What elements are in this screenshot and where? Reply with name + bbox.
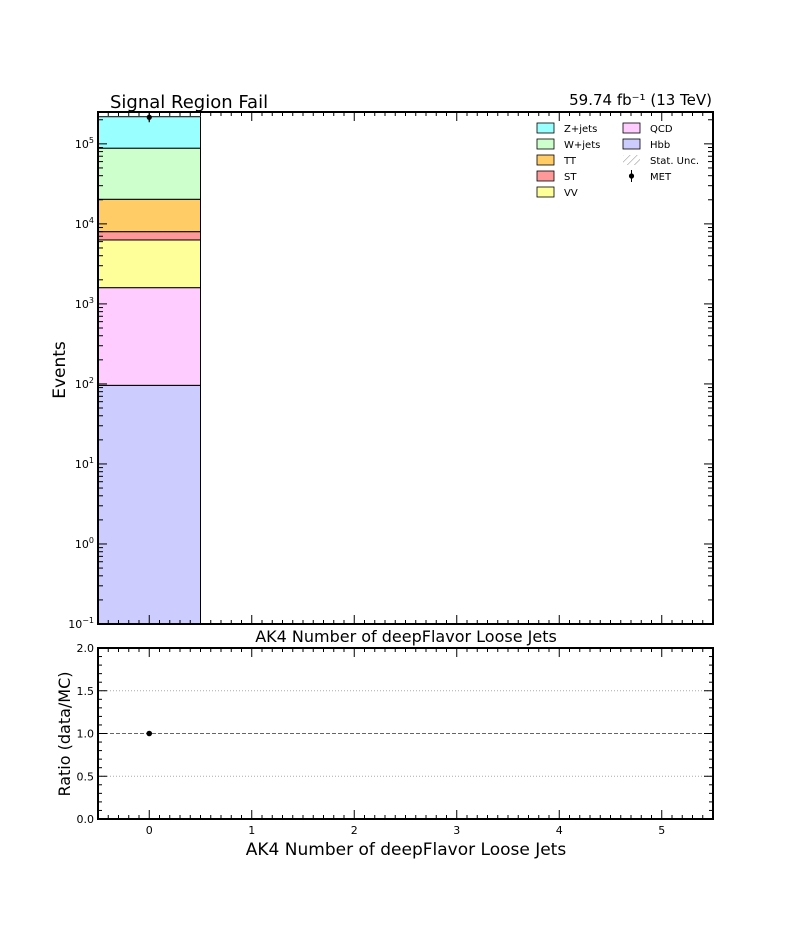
ratio-panel: 0.0 0.5 1.0 1.5 2.0 0 1 2 3 4 5 Ratio (data/MC) A… <box>55 642 714 860</box>
y-tick-label: 100 <box>75 536 94 551</box>
ratio-x-tick-label: 1 <box>248 824 255 837</box>
legend-entry-qcd: QCD <box>622 122 673 135</box>
y-tick-label: 104 <box>75 216 94 231</box>
y-tick-label: 10−1 <box>68 616 94 631</box>
legend-swatch <box>536 170 555 182</box>
legend-entry-hbb: Hbb <box>622 138 670 151</box>
legend-label: Z+jets <box>564 124 597 135</box>
bar-vv <box>98 239 201 289</box>
lumi-label: 59.74 fb⁻¹ (13 TeV) <box>569 91 712 109</box>
ratio-grid <box>98 690 713 777</box>
ratio-x-tick-label: 3 <box>453 824 460 837</box>
y-tick-label: 103 <box>75 296 94 311</box>
y-tick-label: 102 <box>75 376 94 391</box>
legend-entry-st: ST <box>536 170 577 183</box>
ratio-plot-frame <box>97 647 714 820</box>
ratio-x-tick-label: 5 <box>658 824 665 837</box>
y-tick-label: 101 <box>75 456 94 471</box>
main-y-axis-label: Events <box>50 341 70 399</box>
chart-title: Signal Region Fail <box>110 92 268 113</box>
legend-label: MET <box>650 172 672 183</box>
ratio-y-tick-label: 1.0 <box>77 728 95 741</box>
ratio-x-tick-label: 2 <box>351 824 358 837</box>
legend-label: Hbb <box>650 140 670 151</box>
y-tick-label: 105 <box>75 136 94 151</box>
main-plot-frame <box>97 111 714 625</box>
bar-qcd <box>98 287 201 386</box>
ratio-x-axis-label: AK4 Number of deepFlavor Loose Jets <box>246 840 567 860</box>
main-y-tick-labels: 10−1 100 101 102 103 104 105 <box>68 136 94 631</box>
legend-swatch <box>622 122 641 134</box>
legend-swatch <box>622 138 641 150</box>
legend-entry-tt: TT <box>536 154 577 167</box>
bar-tt <box>98 198 201 233</box>
bar-w-jets <box>98 147 201 200</box>
legend-label: W+jets <box>564 140 600 151</box>
ratio-y-tick-label: 2.0 <box>77 642 95 655</box>
ratio-y-tick-labels: 0.0 0.5 1.0 1.5 2.0 <box>77 642 95 826</box>
legend-marker <box>628 173 635 179</box>
legend-label: Stat. Unc. <box>650 156 699 167</box>
legend-entry-stat-unc: Stat. Unc. <box>623 155 699 167</box>
legend-swatch <box>536 154 555 166</box>
legend-label: ST <box>564 172 577 183</box>
legend-swatch <box>536 138 555 150</box>
legend-swatch-hatch <box>623 155 640 165</box>
legend-entry-w-jets: W+jets <box>536 138 600 151</box>
data-points <box>146 112 152 123</box>
legend-entry-vv: VV <box>536 186 578 199</box>
bar-st <box>98 231 201 241</box>
ratio-y-tick-label: 1.5 <box>77 685 95 698</box>
stacked-bars <box>98 116 201 624</box>
legend-label: QCD <box>650 124 673 135</box>
ratio-x-tick-label: 0 <box>146 824 153 837</box>
legend-label: TT <box>563 156 577 167</box>
main-panel: Signal Region Fail 59.74 fb⁻¹ (13 TeV) 1… <box>50 91 714 646</box>
legend-swatch <box>536 186 555 198</box>
bar-hbb <box>98 384 201 624</box>
legend-entry-z-jets: Z+jets <box>536 122 597 135</box>
ratio-x-tick-label: 4 <box>556 824 563 837</box>
ratio-x-tick-labels: 0 1 2 3 4 5 <box>146 824 666 837</box>
legend: Z+jets QCD W+jets Hbb TT Stat. Unc. ST MET VV <box>536 122 699 199</box>
legend-swatch <box>536 122 555 134</box>
ratio-y-tick-label: 0.5 <box>77 770 95 783</box>
legend-entry-met: MET <box>628 170 672 183</box>
main-x-axis-label: AK4 Number of deepFlavor Loose Jets <box>255 627 557 646</box>
legend-label: VV <box>564 188 578 199</box>
ratio-y-axis-label: Ratio (data/MC) <box>55 671 74 796</box>
ratio-point <box>146 730 153 737</box>
ratio-y-tick-label: 0.0 <box>77 813 95 826</box>
ratio-points <box>146 730 153 737</box>
data-point-met <box>146 114 152 120</box>
